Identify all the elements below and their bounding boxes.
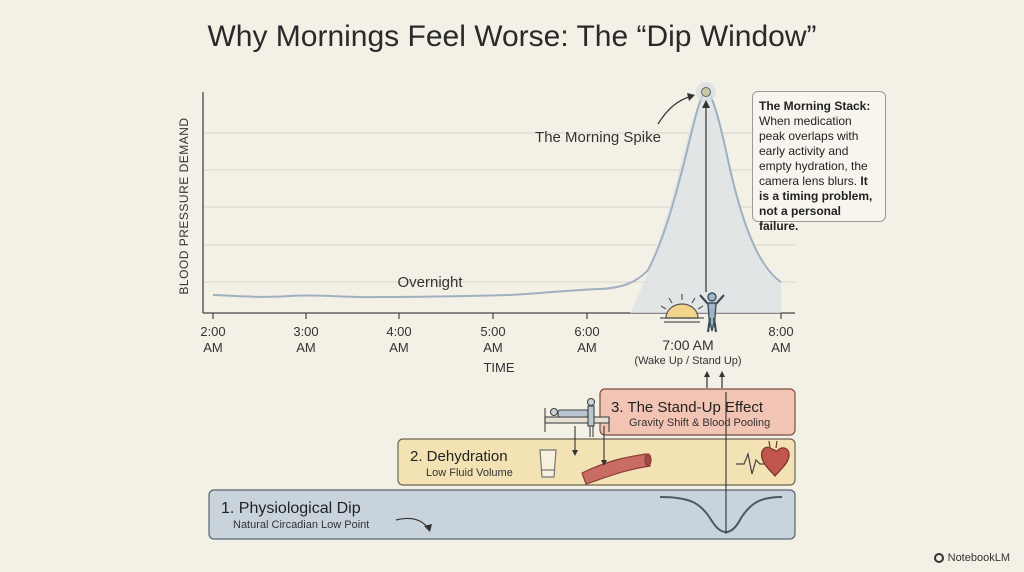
tick-label: 4:00	[386, 324, 411, 339]
arrow-down-icon	[601, 460, 607, 466]
callout-heading: The Morning Stack:	[759, 99, 871, 113]
blood-pressure-curve	[212, 90, 782, 299]
callout-body: When medication peak overlaps with early…	[759, 114, 868, 188]
dip-subtitle: Natural Circadian Low Point	[233, 519, 369, 531]
dehydration-subtitle: Low Fluid Volume	[426, 467, 513, 479]
person-standing-icon	[699, 292, 725, 333]
tick-label: AM	[483, 340, 503, 355]
dehydration-title: 2. Dehydration	[410, 448, 508, 465]
spike-pointer-arrow	[657, 95, 693, 125]
downward-arrows	[574, 426, 605, 462]
x-tick-labels: 2:00 AM 3:00 AM 4:00 AM 5:00 AM 6:00 AM …	[200, 324, 793, 367]
standup-box	[599, 388, 796, 436]
arrow-down-icon	[572, 450, 578, 456]
dip-title: 1. Physiological Dip	[221, 500, 361, 517]
notebooklm-logo-icon	[933, 553, 944, 563]
dip-box	[208, 489, 796, 540]
y-axis-label: BLOOD PRESSURE DEMAND	[177, 117, 191, 294]
layer-dehydration: 2. Dehydration Low Fluid Volume	[397, 438, 796, 486]
upward-arrows	[706, 375, 723, 388]
arrow-up-icon	[719, 371, 725, 377]
tick-label: 2:00	[200, 324, 225, 339]
tick-label: (Wake Up / Stand Up)	[634, 355, 741, 367]
x-axis-label: TIME	[483, 360, 514, 375]
tick-label: AM	[203, 340, 223, 355]
callout-emphasis: It is a timing problem, not a personal f…	[759, 174, 873, 233]
layer-stand-up-effect: 3. The Stand-Up Effect Gravity Shift & B…	[599, 388, 796, 436]
brand-badge: NotebookLM	[933, 552, 1010, 564]
tick-label: 3:00	[293, 324, 318, 339]
tick-label: AM	[296, 340, 316, 355]
tick-label: AM	[577, 340, 597, 355]
tick-label: 6:00	[574, 324, 599, 339]
tick-label: 8:00	[768, 324, 793, 339]
x-tick-marks	[212, 313, 782, 319]
dehydration-box	[397, 438, 796, 486]
spike-label: The Morning Spike	[535, 129, 661, 146]
overnight-label: Overnight	[397, 274, 463, 291]
heart-icon	[761, 440, 790, 477]
tick-label: 5:00	[480, 324, 505, 339]
person-lying-icon	[544, 397, 610, 437]
morning-stack-callout: The Morning Stack: When medication peak …	[752, 91, 886, 233]
layer-physiological-dip: 1. Physiological Dip Natural Circadian L…	[208, 489, 796, 540]
sunrise-icon	[660, 294, 704, 323]
page-title: Why Mornings Feel Worse: The “Dip Window…	[207, 20, 817, 53]
heartbeat-icon	[736, 451, 765, 475]
brand-name: NotebookLM	[947, 552, 1010, 564]
arrow-up-icon	[704, 371, 710, 377]
peak-marker	[701, 87, 711, 97]
arrow-head-icon	[424, 524, 432, 532]
tick-label: AM	[771, 340, 791, 355]
standup-subtitle: Gravity Shift & Blood Pooling	[629, 417, 770, 429]
water-glass-icon	[539, 449, 557, 478]
standup-title: 3. The Stand-Up Effect	[611, 399, 764, 416]
tick-label: AM	[389, 340, 409, 355]
arrow-up-icon	[702, 100, 710, 108]
tick-label: 7:00 AM	[662, 337, 713, 353]
arrow-head-icon	[687, 93, 695, 101]
